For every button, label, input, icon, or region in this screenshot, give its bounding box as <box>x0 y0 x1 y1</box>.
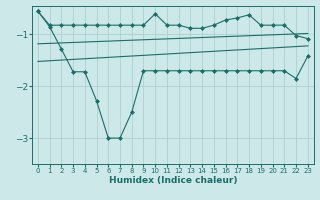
X-axis label: Humidex (Indice chaleur): Humidex (Indice chaleur) <box>108 176 237 185</box>
